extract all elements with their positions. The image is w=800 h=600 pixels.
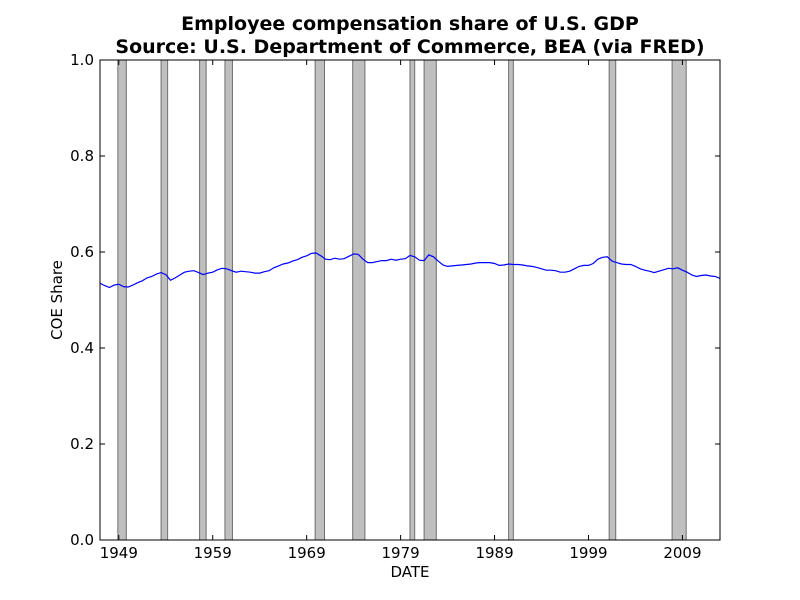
- plot-frame: [99, 59, 721, 541]
- series-line: [99, 252, 721, 289]
- x-tick-label: 1999: [569, 544, 607, 562]
- y-tick-label: 0.6: [70, 243, 94, 261]
- x-tick-label: 1979: [382, 544, 420, 562]
- x-axis-label: DATE: [390, 563, 429, 581]
- recession-band: [117, 59, 127, 541]
- series-layer: [99, 252, 721, 289]
- recession-band: [608, 59, 617, 541]
- x-tick-label: 1949: [100, 544, 138, 562]
- x-tick-label: 1969: [288, 544, 326, 562]
- x-axis: 1949 1959 1969 1979 1989 1999 2009: [100, 60, 702, 562]
- y-tick-label: 0.8: [70, 147, 94, 165]
- chart-subtitle: Source: U.S. Department of Commerce, BEA…: [115, 36, 704, 58]
- y-tick-label: 0.4: [70, 339, 94, 357]
- y-axis-label: COE Share: [48, 260, 66, 340]
- y-tick-label: 0.0: [70, 531, 94, 549]
- recession-band: [423, 59, 437, 541]
- recession-band: [409, 59, 416, 541]
- recession-band: [224, 59, 233, 541]
- x-tick-label: 2009: [663, 544, 701, 562]
- y-tick-label: 1.0: [70, 51, 94, 69]
- recession-band: [352, 59, 366, 541]
- recession-band: [508, 59, 514, 541]
- y-axis: 0.0 0.2 0.4 0.6 0.8 1.0: [70, 51, 720, 549]
- y-tick-label: 0.2: [70, 435, 94, 453]
- x-tick-label: 1959: [194, 544, 232, 562]
- recession-band: [314, 59, 326, 541]
- x-tick-label: 1989: [475, 544, 513, 562]
- recession-band: [160, 59, 169, 541]
- recession-band: [199, 59, 207, 541]
- chart-title: Employee compensation share of U.S. GDP: [181, 13, 639, 35]
- recession-band: [671, 59, 687, 541]
